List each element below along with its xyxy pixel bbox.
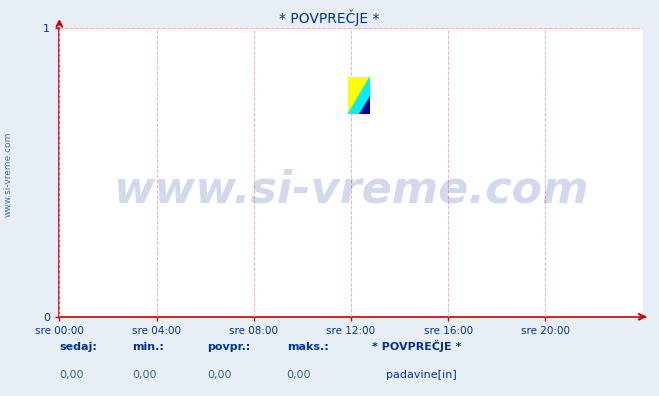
Text: www.si-vreme.com: www.si-vreme.com [113,168,588,211]
Text: sedaj:: sedaj: [59,343,97,352]
Polygon shape [348,77,370,114]
Polygon shape [348,77,370,114]
Polygon shape [359,96,370,114]
Text: 0,00: 0,00 [132,370,156,380]
Text: min.:: min.: [132,343,163,352]
Text: * POVPREČJE *: * POVPREČJE * [372,341,462,352]
Text: 0,00: 0,00 [59,370,84,380]
Text: padavine[in]: padavine[in] [386,370,456,380]
Text: * POVPREČJE *: * POVPREČJE * [279,10,380,27]
Text: www.si-vreme.com: www.si-vreme.com [4,131,13,217]
Text: 0,00: 0,00 [287,370,311,380]
Text: maks.:: maks.: [287,343,328,352]
Text: povpr.:: povpr.: [208,343,251,352]
Text: 0,00: 0,00 [208,370,232,380]
